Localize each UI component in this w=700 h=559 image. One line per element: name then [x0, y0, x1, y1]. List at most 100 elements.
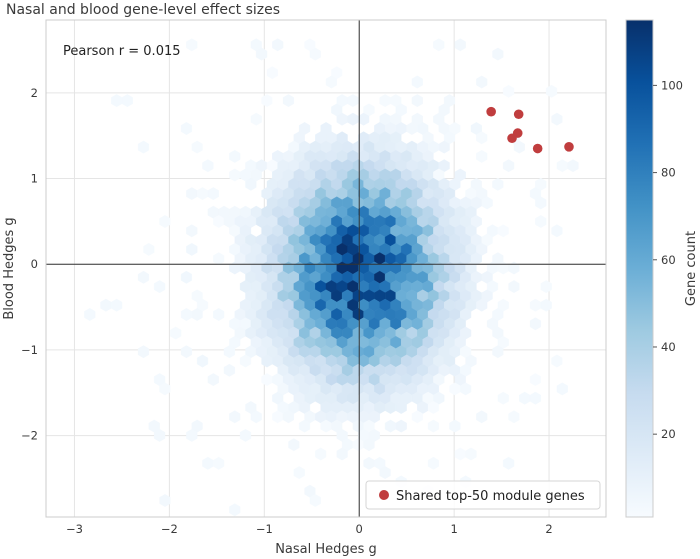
hex-bin-7 [309, 47, 321, 61]
colorbar-label: Gene count [684, 231, 699, 306]
hex-bin-766 [213, 456, 225, 470]
hex-bin-206 [481, 196, 493, 210]
hex-bin-760 [363, 438, 375, 452]
hex-bin-463 [111, 298, 123, 312]
hex-bin-693 [556, 382, 568, 396]
hex-bin-15 [546, 84, 558, 98]
hex-bin-6 [256, 47, 268, 61]
hex-bin-491 [84, 308, 96, 321]
hex-bin-748 [395, 419, 407, 433]
hex-bin-19 [282, 94, 294, 108]
x-tick-label-3: 0 [356, 522, 363, 536]
y-axis-ticks: −2 −1 0 1 2 [21, 86, 38, 443]
hex-bin-752 [186, 428, 198, 442]
hex-bin-62 [137, 140, 150, 154]
hex-bin-12 [411, 75, 423, 89]
hex-bin-18 [261, 94, 273, 108]
hex-bin-260 [186, 224, 198, 238]
hex-bin-97 [202, 159, 214, 173]
hex-bin-761 [315, 447, 327, 461]
hex-bin-749 [427, 419, 439, 433]
module-gene-point-1 [513, 109, 524, 120]
hex-bin-738 [476, 410, 488, 424]
colorbar-ticks: 20 40 60 80 100 [653, 78, 683, 441]
x-axis-label: Nasal Hedges g [275, 542, 377, 557]
hex-bin-78 [438, 140, 450, 154]
hex-bin-79 [513, 140, 525, 154]
hex-bin-8 [492, 47, 504, 61]
colorbar-tick-label-3: 80 [661, 166, 676, 180]
colorbar-tick-label-4: 100 [661, 78, 683, 92]
legend-box [365, 480, 601, 510]
hex-bin-772 [379, 466, 391, 480]
hex-bin-233 [159, 215, 171, 228]
hex-bin-310 [143, 242, 155, 256]
colorbar-tick-label-1: 40 [661, 340, 676, 354]
hex-bin-119 [567, 159, 579, 173]
hex-bin-284 [497, 224, 509, 238]
hex-bin-742 [299, 419, 311, 433]
hex-bin-612 [492, 345, 504, 359]
hex-bin-739 [508, 410, 520, 424]
hex-bin-386 [508, 261, 520, 275]
x-tick-label-2: −1 [256, 522, 273, 536]
hex-bin-21 [347, 94, 359, 108]
colorbar: 20 40 60 80 100 Gene count [625, 19, 699, 518]
hex-bin-5 [454, 38, 466, 52]
y-tick-label-2: 0 [31, 257, 38, 271]
hex-bin-771 [293, 466, 305, 480]
hex-bin-737 [411, 410, 423, 424]
hex-bin-725 [427, 401, 439, 414]
hex-bin-674 [529, 373, 541, 387]
hex-bin-160 [492, 177, 504, 191]
y-tick-label-3: 1 [31, 172, 38, 186]
hex-bin-60 [476, 131, 488, 145]
hex-bin-494 [213, 308, 225, 321]
hex-bin-336 [213, 252, 225, 266]
hex-bin-487 [476, 298, 488, 312]
hex-bin-30 [250, 112, 262, 126]
colorbar-tick-label-0: 20 [661, 427, 676, 441]
hex-bin-285 [551, 224, 563, 238]
hex-bin-777 [159, 494, 171, 507]
hex-bin-709 [497, 391, 509, 405]
y-tick-label-1: −1 [21, 343, 38, 357]
hex-bin-38 [551, 112, 563, 126]
hex-bin-762 [336, 447, 348, 461]
hex-bin-779 [229, 503, 241, 517]
plot-area [45, 19, 607, 518]
hex-bin-751 [153, 428, 166, 442]
y-tick-label-0: −2 [21, 429, 38, 443]
hex-bin-723 [395, 401, 407, 414]
hex-bin-692 [460, 382, 472, 396]
hex-bin-207 [535, 196, 547, 210]
highlight-points [486, 106, 574, 154]
hex-bin-590 [223, 345, 236, 359]
legend: Shared top-50 module genes [365, 480, 601, 510]
hex-bin-675 [159, 382, 171, 396]
hex-bin-541 [529, 317, 541, 331]
hex-bin-778 [309, 494, 321, 507]
chart-title: Nasal and blood gene-level effect sizes [6, 2, 280, 18]
hex-bin-613 [196, 354, 209, 368]
hex-bin-727 [250, 410, 262, 424]
hex-bin-635 [223, 363, 236, 377]
hex-bin-493 [191, 308, 203, 321]
hex-bin-437 [540, 280, 552, 294]
hex-bin-542 [170, 326, 182, 340]
hex-bin-634 [551, 354, 563, 368]
colorbar-tick-label-2: 60 [661, 253, 676, 267]
hex-bin-412 [153, 280, 166, 294]
hex-bin-711 [529, 391, 541, 405]
hex-bin-4 [433, 38, 445, 52]
legend-label: Shared top-50 module genes [396, 489, 585, 504]
hex-bin-9 [266, 66, 278, 80]
module-gene-point-5 [564, 142, 574, 152]
hex-bin-140 [245, 177, 257, 191]
hex-bin-726 [229, 410, 241, 424]
legend-marker [379, 490, 389, 500]
hex-bin-164 [207, 187, 219, 201]
hex-bin-2 [272, 38, 284, 52]
hex-bin-770 [503, 456, 515, 470]
hex-bin-436 [508, 280, 520, 294]
